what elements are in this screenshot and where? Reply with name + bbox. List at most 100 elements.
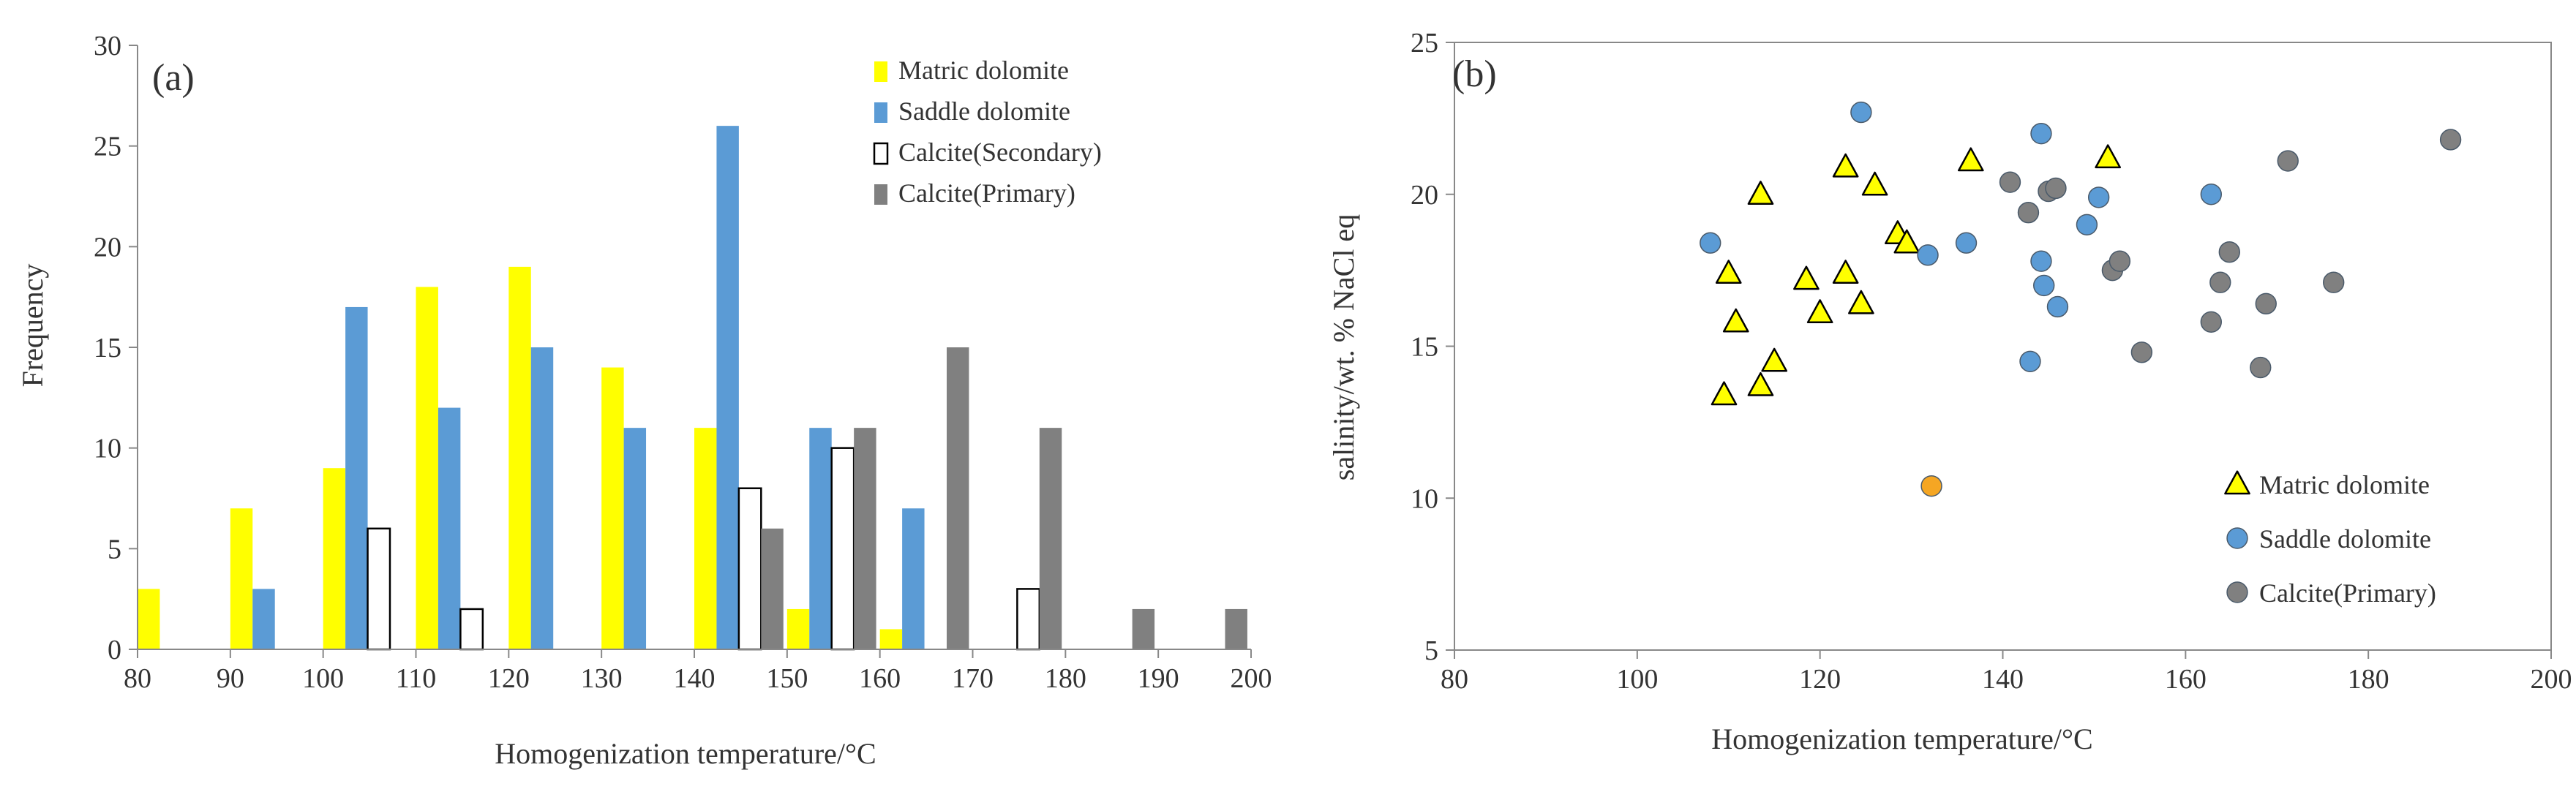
legend-marker-saddle-dolomite <box>2226 527 2248 549</box>
panel-b-y-tick-label-15: 15 <box>1411 332 1438 363</box>
panel-b-label: (b) <box>1452 53 1497 95</box>
bar-calcite-primary-190 <box>1225 608 1247 649</box>
bar-matric-dolomite-150 <box>786 608 810 649</box>
panel-a-x-tick-label-180: 180 <box>1045 663 1086 694</box>
panel-b-legend: Matric dolomite Saddle dolomite Calcite(Pr… <box>2224 470 2436 608</box>
point-saddle-dolomite-7 <box>2030 250 2052 272</box>
panel-b-y-tick-label-20: 20 <box>1411 180 1438 211</box>
panel-a-x-tick-label-90: 90 <box>217 663 244 694</box>
panel-a-x-tick-label-200: 200 <box>1231 663 1272 694</box>
bar-matric-dolomite-90 <box>230 508 253 649</box>
bar-saddle-dolomite-120 <box>530 347 554 649</box>
point-saddle-dolomite-10 <box>2076 214 2098 235</box>
legend-swatch-matric-dolomite <box>874 61 887 82</box>
point-matric-dolomite-6 <box>1761 347 1788 372</box>
panel-b-y-tick-label-5: 5 <box>1424 635 1438 666</box>
panel-a-y-tick-label-20: 20 <box>94 232 121 263</box>
panel-b-y-tick-label-10: 10 <box>1411 483 1438 514</box>
bar-matric-dolomite-80 <box>138 589 160 649</box>
legend-swatch-saddle-dolomite <box>874 102 887 123</box>
bar-saddle-dolomite-130 <box>623 428 647 649</box>
point-matric-dolomite-14 <box>1893 229 1920 254</box>
panel-b-points <box>1700 101 2462 497</box>
panel-b-y-tick-label-25: 25 <box>1411 28 1438 58</box>
point-calcite-primary-2 <box>2017 201 2040 224</box>
panel-b-xlabel: Homogenization temperature/°C <box>1711 722 2092 755</box>
point-saddle-dolomite-9 <box>2046 295 2069 318</box>
legend-label-matric-dolomite: Matric dolomite <box>898 56 1069 85</box>
panel-b-x-tick-label-80: 80 <box>1441 664 1468 695</box>
point-saddle-dolomite-1 <box>1700 232 1721 254</box>
bar-calcite-primary-160 <box>946 347 969 649</box>
bar-calcite-primary-180 <box>1132 608 1155 649</box>
point-matric-dolomite-12 <box>1861 171 1888 196</box>
panel-a-x-tick-label-100: 100 <box>302 663 344 694</box>
bar-matric-dolomite-110 <box>416 287 438 649</box>
point-matric-dolomite-8 <box>1806 299 1833 324</box>
point-calcite-primary-12 <box>2255 292 2277 315</box>
point-calcite-primary-6 <box>2109 250 2131 272</box>
point-matric-dolomite-7 <box>1793 265 1820 290</box>
point-saddle-dolomite-8 <box>2033 274 2055 297</box>
point-matric-dolomite-10 <box>1832 260 1859 284</box>
panel-a-legend: Matric dolomite Saddle dolomite Calcite(Se… <box>873 56 1102 208</box>
point-saddle-dolomite-3 <box>1917 244 1939 266</box>
legend-marker-calcite-primary <box>2226 581 2248 603</box>
point-calcite-primary-4 <box>2045 177 2067 200</box>
bar-calcite-secondary-150 <box>830 447 855 651</box>
bar-calcite-secondary-100 <box>367 527 391 651</box>
panel-b-x-tick-label-200: 200 <box>2531 664 2572 695</box>
point-matric-dolomite-2 <box>1715 260 1742 284</box>
bar-saddle-dolomite-140 <box>716 126 739 650</box>
legend-marker-matric-dolomite <box>2224 470 2250 495</box>
point-series-4-1 <box>1920 475 1942 497</box>
point-saddle-dolomite-6 <box>2030 122 2052 145</box>
point-matric-dolomite-5 <box>1747 371 1774 396</box>
point-matric-dolomite-3 <box>1722 308 1749 333</box>
point-calcite-primary-11 <box>2250 356 2272 379</box>
legend-label-calcite-primary: Calcite(Primary) <box>898 178 1075 208</box>
panel-a-x-tick-label-190: 190 <box>1138 663 1179 694</box>
bar-matric-dolomite-100 <box>323 468 346 649</box>
panel-a-x-tick-label-110: 110 <box>396 663 437 694</box>
bar-calcite-primary-170 <box>1039 428 1062 649</box>
point-calcite-primary-13 <box>2277 150 2299 172</box>
panel-a-y-tick-label-10: 10 <box>94 434 121 464</box>
legend-label-saddle-dolomite: Saddle dolomite <box>2259 524 2431 554</box>
point-calcite-primary-9 <box>2209 271 2231 293</box>
panel-b-x-tick-label-140: 140 <box>1982 664 2024 695</box>
point-saddle-dolomite-2 <box>1850 101 1872 124</box>
point-calcite-primary-7 <box>2130 341 2153 363</box>
point-matric-dolomite-16 <box>2095 144 2121 169</box>
panel-b-axes: 80 100 120 140 160 180 200 5 10 15 20 25 <box>1411 28 2572 695</box>
panel-a-ylabel: Frequency <box>16 264 49 388</box>
bar-matric-dolomite-120 <box>508 266 531 649</box>
panel-a-x-tick-label-130: 130 <box>581 663 623 694</box>
point-calcite-primary-10 <box>2218 241 2240 263</box>
bar-saddle-dolomite-160 <box>902 508 925 649</box>
bar-matric-dolomite-160 <box>879 629 903 649</box>
bar-saddle-dolomite-110 <box>438 407 461 649</box>
bar-matric-dolomite-140 <box>694 428 717 649</box>
panel-a-x-tick-label-160: 160 <box>859 663 901 694</box>
legend-label-calcite-primary: Calcite(Primary) <box>2259 578 2436 608</box>
legend-swatch-calcite-secondary <box>873 142 889 165</box>
panel-a-x-tick-label-120: 120 <box>488 663 530 694</box>
panel-b-ylabel: salinity/wt. % NaCl eq <box>1327 214 1360 480</box>
panel-a-xlabel: Homogenization temperature/°C <box>495 737 876 770</box>
panel-a-x-tick-label-80: 80 <box>124 663 151 694</box>
panel-a-x-tick-label-170: 170 <box>952 663 994 694</box>
point-matric-dolomite-1 <box>1711 381 1738 406</box>
point-matric-dolomite-9 <box>1832 153 1859 178</box>
panel-b-x-tick-label-180: 180 <box>2348 664 2389 695</box>
point-calcite-primary-8 <box>2200 311 2223 333</box>
point-calcite-primary-1 <box>1999 171 2021 193</box>
point-calcite-primary-14 <box>2323 271 2345 293</box>
bar-saddle-dolomite-100 <box>345 306 368 649</box>
point-saddle-dolomite-5 <box>2019 350 2041 372</box>
panel-a-bars <box>138 126 1247 651</box>
panel-a-y-tick-label-30: 30 <box>94 31 121 61</box>
point-saddle-dolomite-12 <box>2200 184 2223 205</box>
point-saddle-dolomite-4 <box>1955 232 1978 254</box>
